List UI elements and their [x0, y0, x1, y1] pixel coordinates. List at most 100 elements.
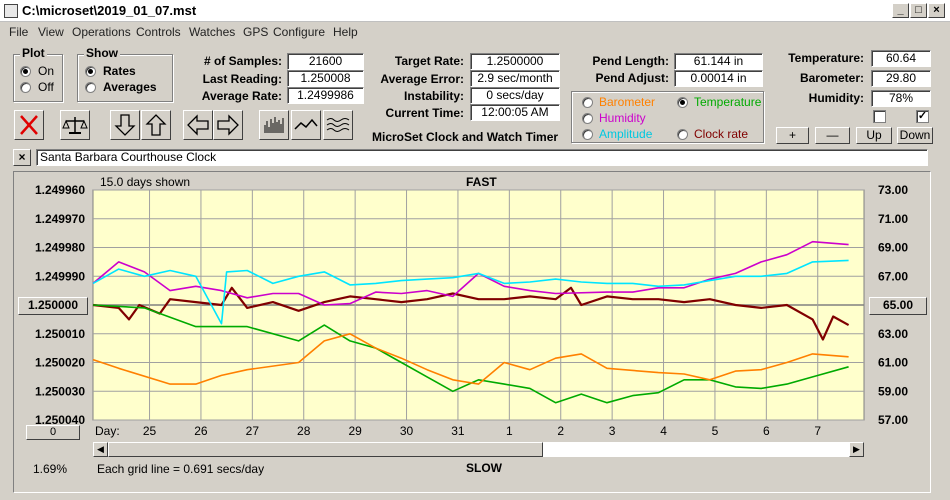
clock-rate-radio[interactable] — [677, 129, 688, 140]
humidity-radio[interactable] — [582, 113, 593, 124]
left-tick-label: 1.250030 — [35, 384, 85, 398]
scale-up-button[interactable]: Up — [856, 127, 892, 144]
left-arrow-button[interactable] — [183, 110, 213, 140]
menu-file[interactable]: File — [9, 25, 29, 39]
down-arrow-button[interactable] — [110, 110, 140, 140]
x-axis-labels: 25 26 27 28 29 30 31 1 2 3 4 5 6 7 — [143, 424, 822, 438]
barometer-field: 29.80 — [871, 70, 931, 87]
amplitude-radio[interactable] — [582, 129, 593, 140]
minimize-button[interactable]: _ — [892, 3, 909, 18]
zero-button[interactable]: 0 — [26, 425, 80, 440]
histogram-icon — [264, 117, 284, 133]
clear-button[interactable] — [14, 110, 44, 140]
menu-configure[interactable]: Configure — [273, 25, 326, 39]
baseline-rate-button[interactable]: 1.250000 — [18, 297, 88, 315]
description-input[interactable]: Santa Barbara Courthouse Clock — [36, 149, 928, 166]
plot-group-title: Plot — [20, 46, 47, 60]
average-error-field: 2.9 sec/month — [470, 70, 560, 87]
scroll-right-button[interactable]: ▶ — [849, 442, 864, 457]
series-humidity — [92, 240, 849, 306]
title-bar: C:\microset\2019_01_07.mst _ □ × — [0, 0, 950, 22]
line-graph-button[interactable] — [291, 110, 321, 140]
right-tick-label: 57.00 — [878, 413, 908, 427]
percent-label: 1.69% — [33, 462, 68, 476]
app-name-label: MicroSet Clock and Watch Timer — [372, 130, 559, 144]
grid-lines — [93, 189, 864, 421]
current-time-label: Current Time: — [385, 106, 464, 120]
show-group-title: Show — [84, 46, 120, 60]
close-button[interactable]: × — [928, 3, 945, 18]
multi-line-button[interactable] — [323, 110, 353, 140]
left-tick-label: 1.249970 — [35, 212, 85, 226]
option-checkbox-2[interactable]: ✓ — [916, 110, 929, 123]
right-tick-label: 71.00 — [878, 212, 908, 226]
horizontal-scrollbar[interactable]: ◀ ▶ — [93, 442, 864, 457]
temperature-field: 60.64 — [871, 50, 931, 67]
option-checkbox-1[interactable] — [873, 110, 886, 123]
right-tick-label: 59.00 — [878, 384, 908, 398]
up-arrow-button[interactable] — [141, 110, 171, 140]
right-tick-label: 73.00 — [878, 183, 908, 197]
menu-gps[interactable]: GPS — [243, 25, 269, 39]
maximize-button[interactable]: □ — [910, 3, 927, 18]
scale-plus-button[interactable]: + — [776, 127, 809, 144]
menu-controls[interactable]: Controls — [136, 25, 181, 39]
show-averages-radio[interactable] — [85, 82, 96, 93]
show-group — [77, 54, 173, 102]
menu-watches[interactable]: Watches — [189, 25, 236, 39]
right-tick-label: 63.00 — [878, 327, 908, 341]
show-averages-label: Averages — [103, 80, 157, 94]
instability-label: Instability: — [403, 89, 464, 103]
plot-on-label: On — [38, 64, 55, 78]
last-reading-label: Last Reading: — [202, 72, 282, 86]
baseline-temp-button[interactable]: 65.00 — [869, 297, 927, 315]
arrow-left-icon — [187, 114, 209, 136]
humidity-option-label: Humidity — [599, 111, 646, 125]
menu-view[interactable]: View — [38, 25, 64, 39]
menu-operations[interactable]: Operations — [72, 25, 131, 39]
scale-down-button[interactable]: Down — [897, 127, 933, 144]
day-tick-label: 25 — [143, 424, 157, 438]
fast-label: FAST — [466, 175, 497, 189]
scroll-thumb[interactable] — [108, 442, 543, 457]
scale-balance-icon — [62, 117, 88, 134]
current-time-field: 12:00:05 AM — [470, 104, 560, 121]
pend-adjust-field: 0.00014 in — [674, 70, 763, 87]
sensor-select-group — [571, 91, 764, 143]
pend-length-field: 61.144 in — [674, 53, 763, 70]
histogram-button[interactable] — [259, 110, 289, 140]
barometer-label: Barometer: — [799, 71, 864, 85]
plot-on-radio[interactable] — [20, 66, 31, 77]
scroll-left-button[interactable]: ◀ — [93, 442, 108, 457]
barometer-radio[interactable] — [582, 97, 593, 108]
scroll-track[interactable] — [543, 442, 849, 457]
left-tick-label: 1.250020 — [35, 356, 85, 370]
day-tick-label: 29 — [348, 424, 362, 438]
plot-off-radio[interactable] — [20, 82, 31, 93]
close-description-button[interactable]: × — [13, 149, 31, 166]
average-error-label: Average Error: — [380, 72, 464, 86]
day-tick-label: 5 — [712, 424, 719, 438]
right-tick-label: 67.00 — [878, 269, 908, 283]
series-temperature — [92, 304, 849, 404]
temperature-radio[interactable] — [677, 97, 688, 108]
day-tick-label: 3 — [609, 424, 616, 438]
menu-help[interactable]: Help — [333, 25, 358, 39]
arrow-down-icon — [114, 114, 136, 136]
humidity-field: 78% — [871, 90, 931, 107]
line-graph-icon — [294, 118, 318, 130]
show-rates-radio[interactable] — [85, 66, 96, 77]
day-tick-label: 27 — [246, 424, 260, 438]
right-arrow-button[interactable] — [213, 110, 243, 140]
humidity-label: Humidity: — [808, 91, 864, 105]
window-title: C:\microset\2019_01_07.mst — [22, 3, 197, 18]
series-layer — [92, 240, 850, 404]
scale-minus-button[interactable]: — — [815, 127, 850, 144]
average-rate-field: 1.2499986 — [287, 87, 364, 104]
clock-rate-option-label: Clock rate — [694, 127, 749, 141]
balance-button[interactable] — [60, 110, 90, 140]
target-rate-label: Target Rate: — [394, 54, 464, 68]
day-tick-label: 28 — [297, 424, 311, 438]
target-rate-field: 1.2500000 — [470, 53, 560, 70]
